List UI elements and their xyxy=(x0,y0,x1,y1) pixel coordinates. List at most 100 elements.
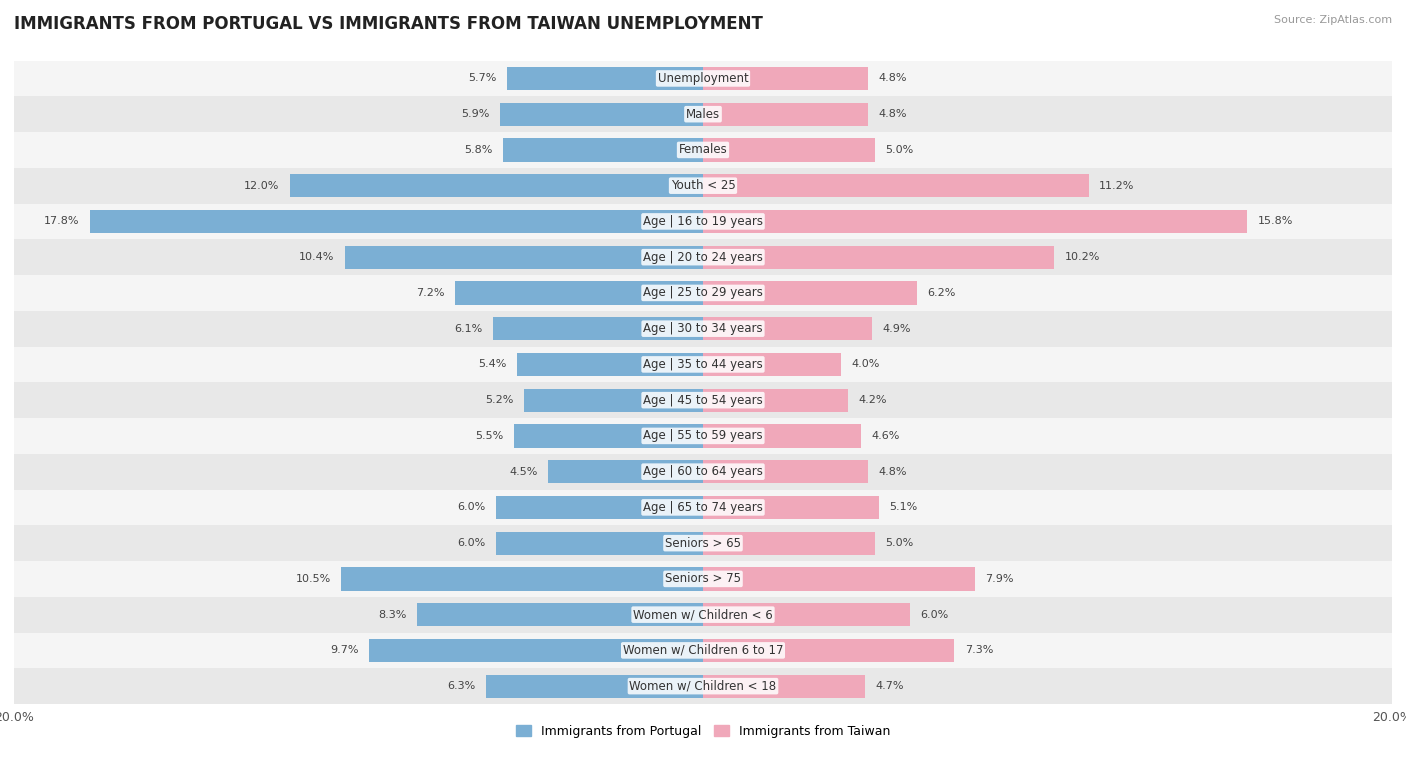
Text: Males: Males xyxy=(686,107,720,120)
Text: Age | 35 to 44 years: Age | 35 to 44 years xyxy=(643,358,763,371)
Bar xyxy=(14,382,1392,418)
Text: 5.8%: 5.8% xyxy=(464,145,494,155)
Bar xyxy=(14,668,1392,704)
Bar xyxy=(524,388,703,412)
Bar xyxy=(513,424,703,447)
Text: 10.2%: 10.2% xyxy=(1064,252,1099,262)
Text: 4.5%: 4.5% xyxy=(509,466,537,477)
Bar xyxy=(14,453,1392,490)
Text: 6.0%: 6.0% xyxy=(920,609,948,620)
Bar xyxy=(90,210,703,233)
Bar xyxy=(703,603,910,626)
Text: 5.9%: 5.9% xyxy=(461,109,489,119)
Text: 7.9%: 7.9% xyxy=(986,574,1014,584)
Text: 4.8%: 4.8% xyxy=(879,109,907,119)
Bar xyxy=(703,139,875,161)
Bar xyxy=(486,674,703,698)
Text: 7.2%: 7.2% xyxy=(416,288,444,298)
Bar xyxy=(14,633,1392,668)
Bar xyxy=(703,245,1054,269)
Text: 12.0%: 12.0% xyxy=(243,181,280,191)
Bar xyxy=(503,139,703,161)
Text: Age | 20 to 24 years: Age | 20 to 24 years xyxy=(643,251,763,263)
Bar xyxy=(14,347,1392,382)
Bar xyxy=(14,561,1392,597)
Bar xyxy=(14,311,1392,347)
Bar xyxy=(14,61,1392,96)
Bar xyxy=(496,496,703,519)
Text: Age | 16 to 19 years: Age | 16 to 19 years xyxy=(643,215,763,228)
Bar xyxy=(342,567,703,590)
Text: 8.3%: 8.3% xyxy=(378,609,406,620)
Bar xyxy=(703,460,869,483)
Text: Age | 60 to 64 years: Age | 60 to 64 years xyxy=(643,465,763,478)
Text: Seniors > 75: Seniors > 75 xyxy=(665,572,741,585)
Bar xyxy=(14,525,1392,561)
Text: 7.3%: 7.3% xyxy=(965,646,993,656)
Bar xyxy=(496,531,703,555)
Text: Age | 30 to 34 years: Age | 30 to 34 years xyxy=(643,322,763,335)
Text: 4.7%: 4.7% xyxy=(875,681,904,691)
Text: Age | 65 to 74 years: Age | 65 to 74 years xyxy=(643,501,763,514)
Bar xyxy=(456,282,703,304)
Text: 11.2%: 11.2% xyxy=(1099,181,1135,191)
Bar xyxy=(368,639,703,662)
Bar xyxy=(703,174,1088,198)
Bar xyxy=(290,174,703,198)
Bar xyxy=(703,639,955,662)
Text: 5.4%: 5.4% xyxy=(478,360,506,369)
Bar xyxy=(548,460,703,483)
Bar xyxy=(14,204,1392,239)
Text: 6.0%: 6.0% xyxy=(458,503,486,512)
Text: Source: ZipAtlas.com: Source: ZipAtlas.com xyxy=(1274,15,1392,25)
Bar xyxy=(14,239,1392,275)
Text: 4.2%: 4.2% xyxy=(858,395,887,405)
Text: Seniors > 65: Seniors > 65 xyxy=(665,537,741,550)
Text: 5.5%: 5.5% xyxy=(475,431,503,441)
Bar xyxy=(703,282,917,304)
Bar xyxy=(14,597,1392,633)
Text: Females: Females xyxy=(679,143,727,157)
Bar xyxy=(14,132,1392,168)
Bar xyxy=(506,67,703,90)
Text: 9.7%: 9.7% xyxy=(330,646,359,656)
Bar xyxy=(14,96,1392,132)
Bar xyxy=(703,353,841,376)
Bar xyxy=(499,102,703,126)
Text: Unemployment: Unemployment xyxy=(658,72,748,85)
Text: 5.0%: 5.0% xyxy=(886,145,914,155)
Legend: Immigrants from Portugal, Immigrants from Taiwan: Immigrants from Portugal, Immigrants fro… xyxy=(510,720,896,743)
Bar xyxy=(703,496,879,519)
Text: Women w/ Children < 6: Women w/ Children < 6 xyxy=(633,608,773,621)
Bar xyxy=(703,317,872,341)
Bar xyxy=(703,674,865,698)
Text: 6.3%: 6.3% xyxy=(447,681,475,691)
Text: 6.0%: 6.0% xyxy=(458,538,486,548)
Bar xyxy=(703,67,869,90)
Text: Age | 55 to 59 years: Age | 55 to 59 years xyxy=(643,429,763,442)
Bar xyxy=(703,388,848,412)
Text: 6.1%: 6.1% xyxy=(454,324,482,334)
Text: IMMIGRANTS FROM PORTUGAL VS IMMIGRANTS FROM TAIWAN UNEMPLOYMENT: IMMIGRANTS FROM PORTUGAL VS IMMIGRANTS F… xyxy=(14,15,763,33)
Text: 4.0%: 4.0% xyxy=(851,360,880,369)
Text: 10.5%: 10.5% xyxy=(295,574,330,584)
Bar xyxy=(703,210,1247,233)
Bar xyxy=(703,102,869,126)
Bar xyxy=(14,275,1392,311)
Text: Women w/ Children 6 to 17: Women w/ Children 6 to 17 xyxy=(623,644,783,657)
Bar xyxy=(14,418,1392,453)
Text: 4.9%: 4.9% xyxy=(882,324,911,334)
Bar xyxy=(703,567,976,590)
Text: 5.7%: 5.7% xyxy=(468,73,496,83)
Text: Youth < 25: Youth < 25 xyxy=(671,179,735,192)
Text: 5.2%: 5.2% xyxy=(485,395,513,405)
Bar xyxy=(14,490,1392,525)
Text: 4.8%: 4.8% xyxy=(879,73,907,83)
Text: 6.2%: 6.2% xyxy=(927,288,955,298)
Text: Age | 25 to 29 years: Age | 25 to 29 years xyxy=(643,286,763,300)
Text: 5.1%: 5.1% xyxy=(889,503,917,512)
Text: 4.8%: 4.8% xyxy=(879,466,907,477)
Bar xyxy=(494,317,703,341)
Text: 17.8%: 17.8% xyxy=(44,217,80,226)
Text: Women w/ Children < 18: Women w/ Children < 18 xyxy=(630,680,776,693)
